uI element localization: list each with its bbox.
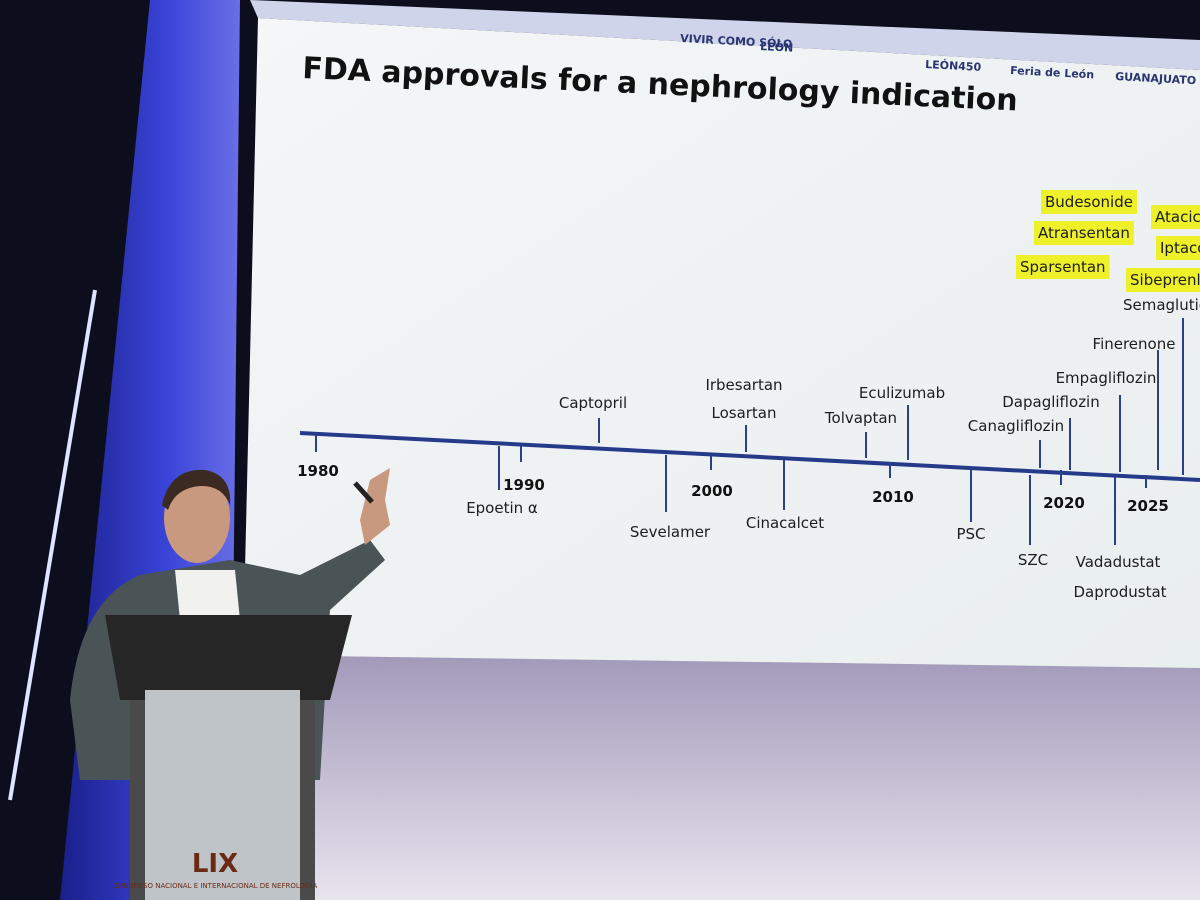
podium: LIX CONGRESO NACIONAL E INTERNACIONAL DE… [105, 615, 352, 900]
year-label: 1980 [297, 462, 339, 480]
drug-label-highlighted: Sparsentan [1020, 258, 1106, 276]
slide [243, 18, 1200, 668]
stage-wall [240, 640, 1200, 900]
drug-label: Canagliflozin [968, 417, 1064, 435]
drug-label: Cinacalcet [746, 514, 824, 532]
year-label: 2010 [872, 488, 914, 506]
drug-label: Daprodustat [1073, 583, 1166, 601]
drug-label: Vadadustat [1076, 553, 1161, 571]
sponsor-logos: VIVIR COMO SÓLO LEÓN LEÓN450 Feria de Le… [680, 32, 1200, 90]
podium-logo: LIX [192, 849, 238, 879]
drug-label: Captopril [559, 394, 627, 412]
year-label: 1990 [503, 476, 545, 494]
drug-label: Semaglutic [1123, 296, 1200, 314]
year-label: 2025 [1127, 497, 1169, 515]
drug-label: Finerenone [1093, 335, 1176, 353]
drug-label: SZC [1018, 551, 1048, 569]
drug-label-highlighted: Iptaco [1160, 239, 1200, 257]
drug-label: PSC [956, 525, 985, 543]
logo: Feria de León [1010, 64, 1095, 81]
highlight [1156, 236, 1200, 260]
drug-label: Empagliflozin [1056, 369, 1157, 387]
logo: LEÓN450 [925, 58, 982, 74]
year-label: 2000 [691, 482, 733, 500]
logo-band [250, 0, 1200, 70]
drug-label: Epoetin α [466, 499, 538, 517]
highlight [1126, 268, 1200, 292]
drug-label-highlighted: Sibeprenli [1130, 271, 1200, 289]
led-strip [8, 289, 97, 801]
year-label: 2020 [1043, 494, 1085, 512]
drug-label: Sevelamer [630, 523, 711, 541]
podium-caption: CONGRESO NACIONAL E INTERNACIONAL DE NEF… [113, 881, 318, 890]
logo: VIVIR COMO SÓLO [680, 32, 793, 51]
highlight [1041, 190, 1137, 214]
highlight [1034, 221, 1134, 245]
drug-label: Dapagliflozin [1002, 393, 1100, 411]
drug-label-highlighted: Atacic [1155, 208, 1200, 226]
drug-label-highlighted: Atransentan [1038, 224, 1130, 242]
timeline: 1980 1990 2000 2010 2020 2025 Captopril Irbesar… [297, 190, 1200, 601]
highlight [1016, 255, 1110, 279]
drug-label-highlighted: Budesonide [1045, 193, 1133, 211]
highlight [1151, 205, 1200, 229]
timeline-axis [299, 431, 1200, 482]
drug-label: Tolvaptan [824, 409, 897, 427]
drug-label: Irbesartan [705, 376, 782, 394]
drug-label: Losartan [711, 404, 776, 422]
drug-label: Eculizumab [859, 384, 945, 402]
logo: LEÓN [760, 40, 794, 55]
